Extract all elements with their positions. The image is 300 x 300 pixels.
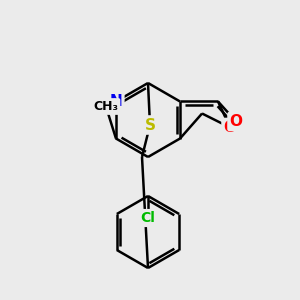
- Text: CH₃: CH₃: [94, 100, 118, 113]
- Text: O: O: [224, 120, 236, 135]
- Text: S: S: [145, 118, 155, 133]
- Text: N: N: [110, 94, 122, 109]
- Text: Cl: Cl: [141, 211, 155, 225]
- Text: O: O: [230, 114, 242, 129]
